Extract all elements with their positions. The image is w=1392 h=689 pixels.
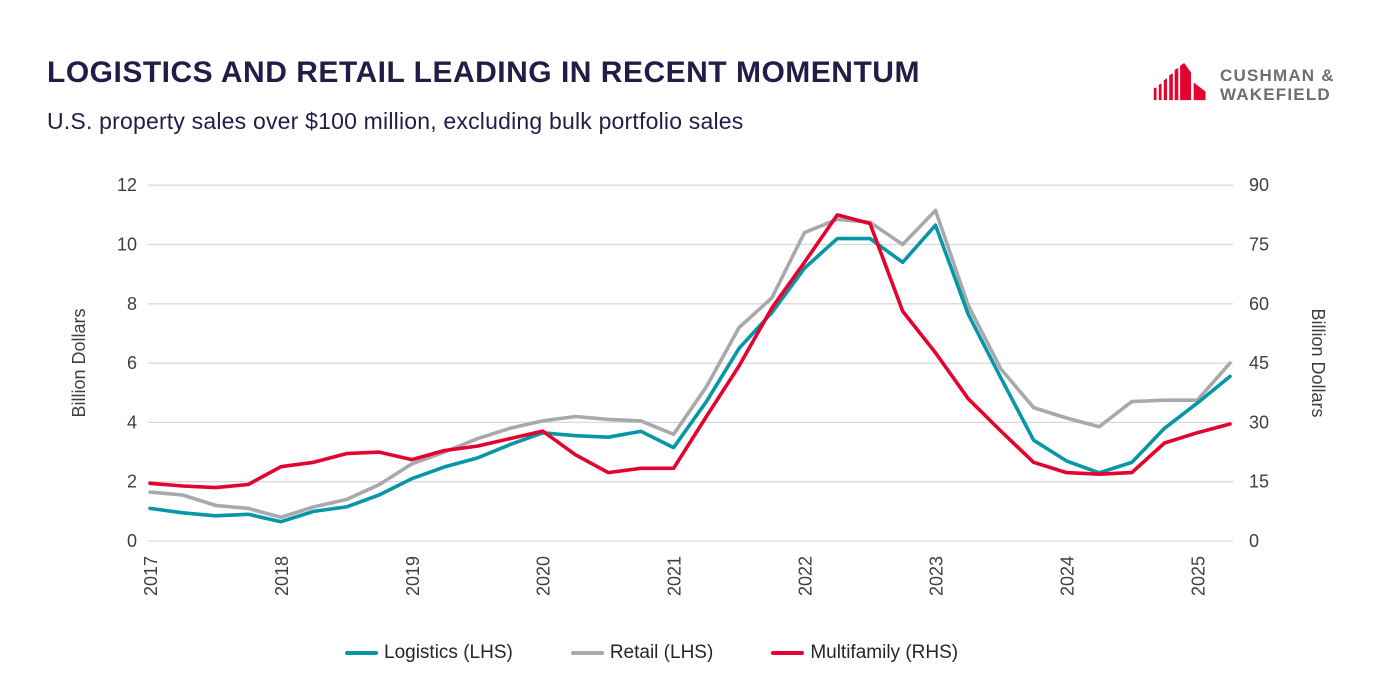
series-line-retail-lhs: [148, 208, 1232, 520]
chart-subtitle: U.S. property sales over $100 million, e…: [47, 108, 744, 134]
gridlines: [148, 184, 1233, 542]
legend-label: Retail (LHS): [609, 642, 714, 663]
y-axis-tick-left: 2: [127, 472, 137, 492]
y-axis-tick-left: 10: [117, 235, 137, 255]
legend-swatch: [771, 651, 805, 655]
cushman-wakefield-buildings-icon: [1152, 58, 1210, 111]
x-axis-tick: 2022: [796, 556, 816, 596]
y-axis-tick-left: 12: [117, 175, 137, 195]
x-axis-tick: 2020: [534, 556, 554, 596]
y-axis-tick-right: 0: [1249, 531, 1259, 551]
legend-swatch: [345, 651, 378, 655]
x-axis-tick: 2021: [665, 556, 685, 596]
y-axis-tick-right: 75: [1249, 235, 1269, 255]
legend-label: Multifamily (RHS): [810, 642, 959, 663]
series-line-logistics-lhs: [148, 223, 1232, 524]
left-axis-title: Billion Dollars: [69, 308, 89, 417]
axis-labels: 0 2 4 6 8 10 12 0 15 30 45 60 75 90 Billion Dollars Bil…: [69, 175, 1328, 596]
y-axis-tick-left: 6: [127, 353, 137, 373]
legend-label: Logistics (LHS): [384, 642, 513, 663]
legend-swatch: [570, 651, 604, 655]
y-axis-tick-left: 8: [127, 294, 137, 314]
series-lines: [148, 208, 1232, 524]
logo-line-1: CUSHMAN &: [1220, 65, 1335, 85]
legend-item-logistics-lhs: Logistics (LHS): [345, 642, 513, 664]
y-axis-tick-right: 15: [1249, 472, 1269, 492]
x-axis-tick: 2019: [403, 556, 423, 596]
cushman-wakefield-logo: CUSHMAN & WAKEFIELD: [1152, 58, 1335, 111]
right-axis-title: Billion Dollars: [1308, 308, 1328, 417]
x-axis-tick: 2023: [926, 556, 946, 596]
x-axis-tick: 2025: [1188, 556, 1208, 596]
chart-title: LOGISTICS AND RETAIL LEADING IN RECENT M…: [47, 56, 920, 89]
x-axis-tick: 2024: [1057, 556, 1077, 596]
legend-item-multifamily-rhs: Multifamily (RHS): [771, 642, 958, 664]
logo-line-2: WAKEFIELD: [1220, 84, 1331, 104]
y-axis-tick-right: 30: [1249, 412, 1269, 432]
x-axis-tick: 2018: [272, 556, 292, 596]
chart-legend: Logistics (LHS) Retail (LHS) Multifamily (…: [345, 642, 958, 664]
y-axis-tick-right: 60: [1249, 294, 1269, 314]
series-line-multifamily-rhs: [148, 213, 1232, 490]
y-axis-tick-right: 90: [1249, 175, 1269, 195]
y-axis-tick-right: 45: [1249, 353, 1269, 373]
y-axis-tick-left: 4: [127, 412, 137, 432]
x-axis-tick: 2017: [141, 556, 161, 596]
cushman-wakefield-wordmark: CUSHMAN & WAKEFIELD: [1220, 66, 1335, 104]
legend-item-retail-lhs: Retail (LHS): [570, 642, 714, 664]
y-axis-tick-left: 0: [127, 531, 137, 551]
